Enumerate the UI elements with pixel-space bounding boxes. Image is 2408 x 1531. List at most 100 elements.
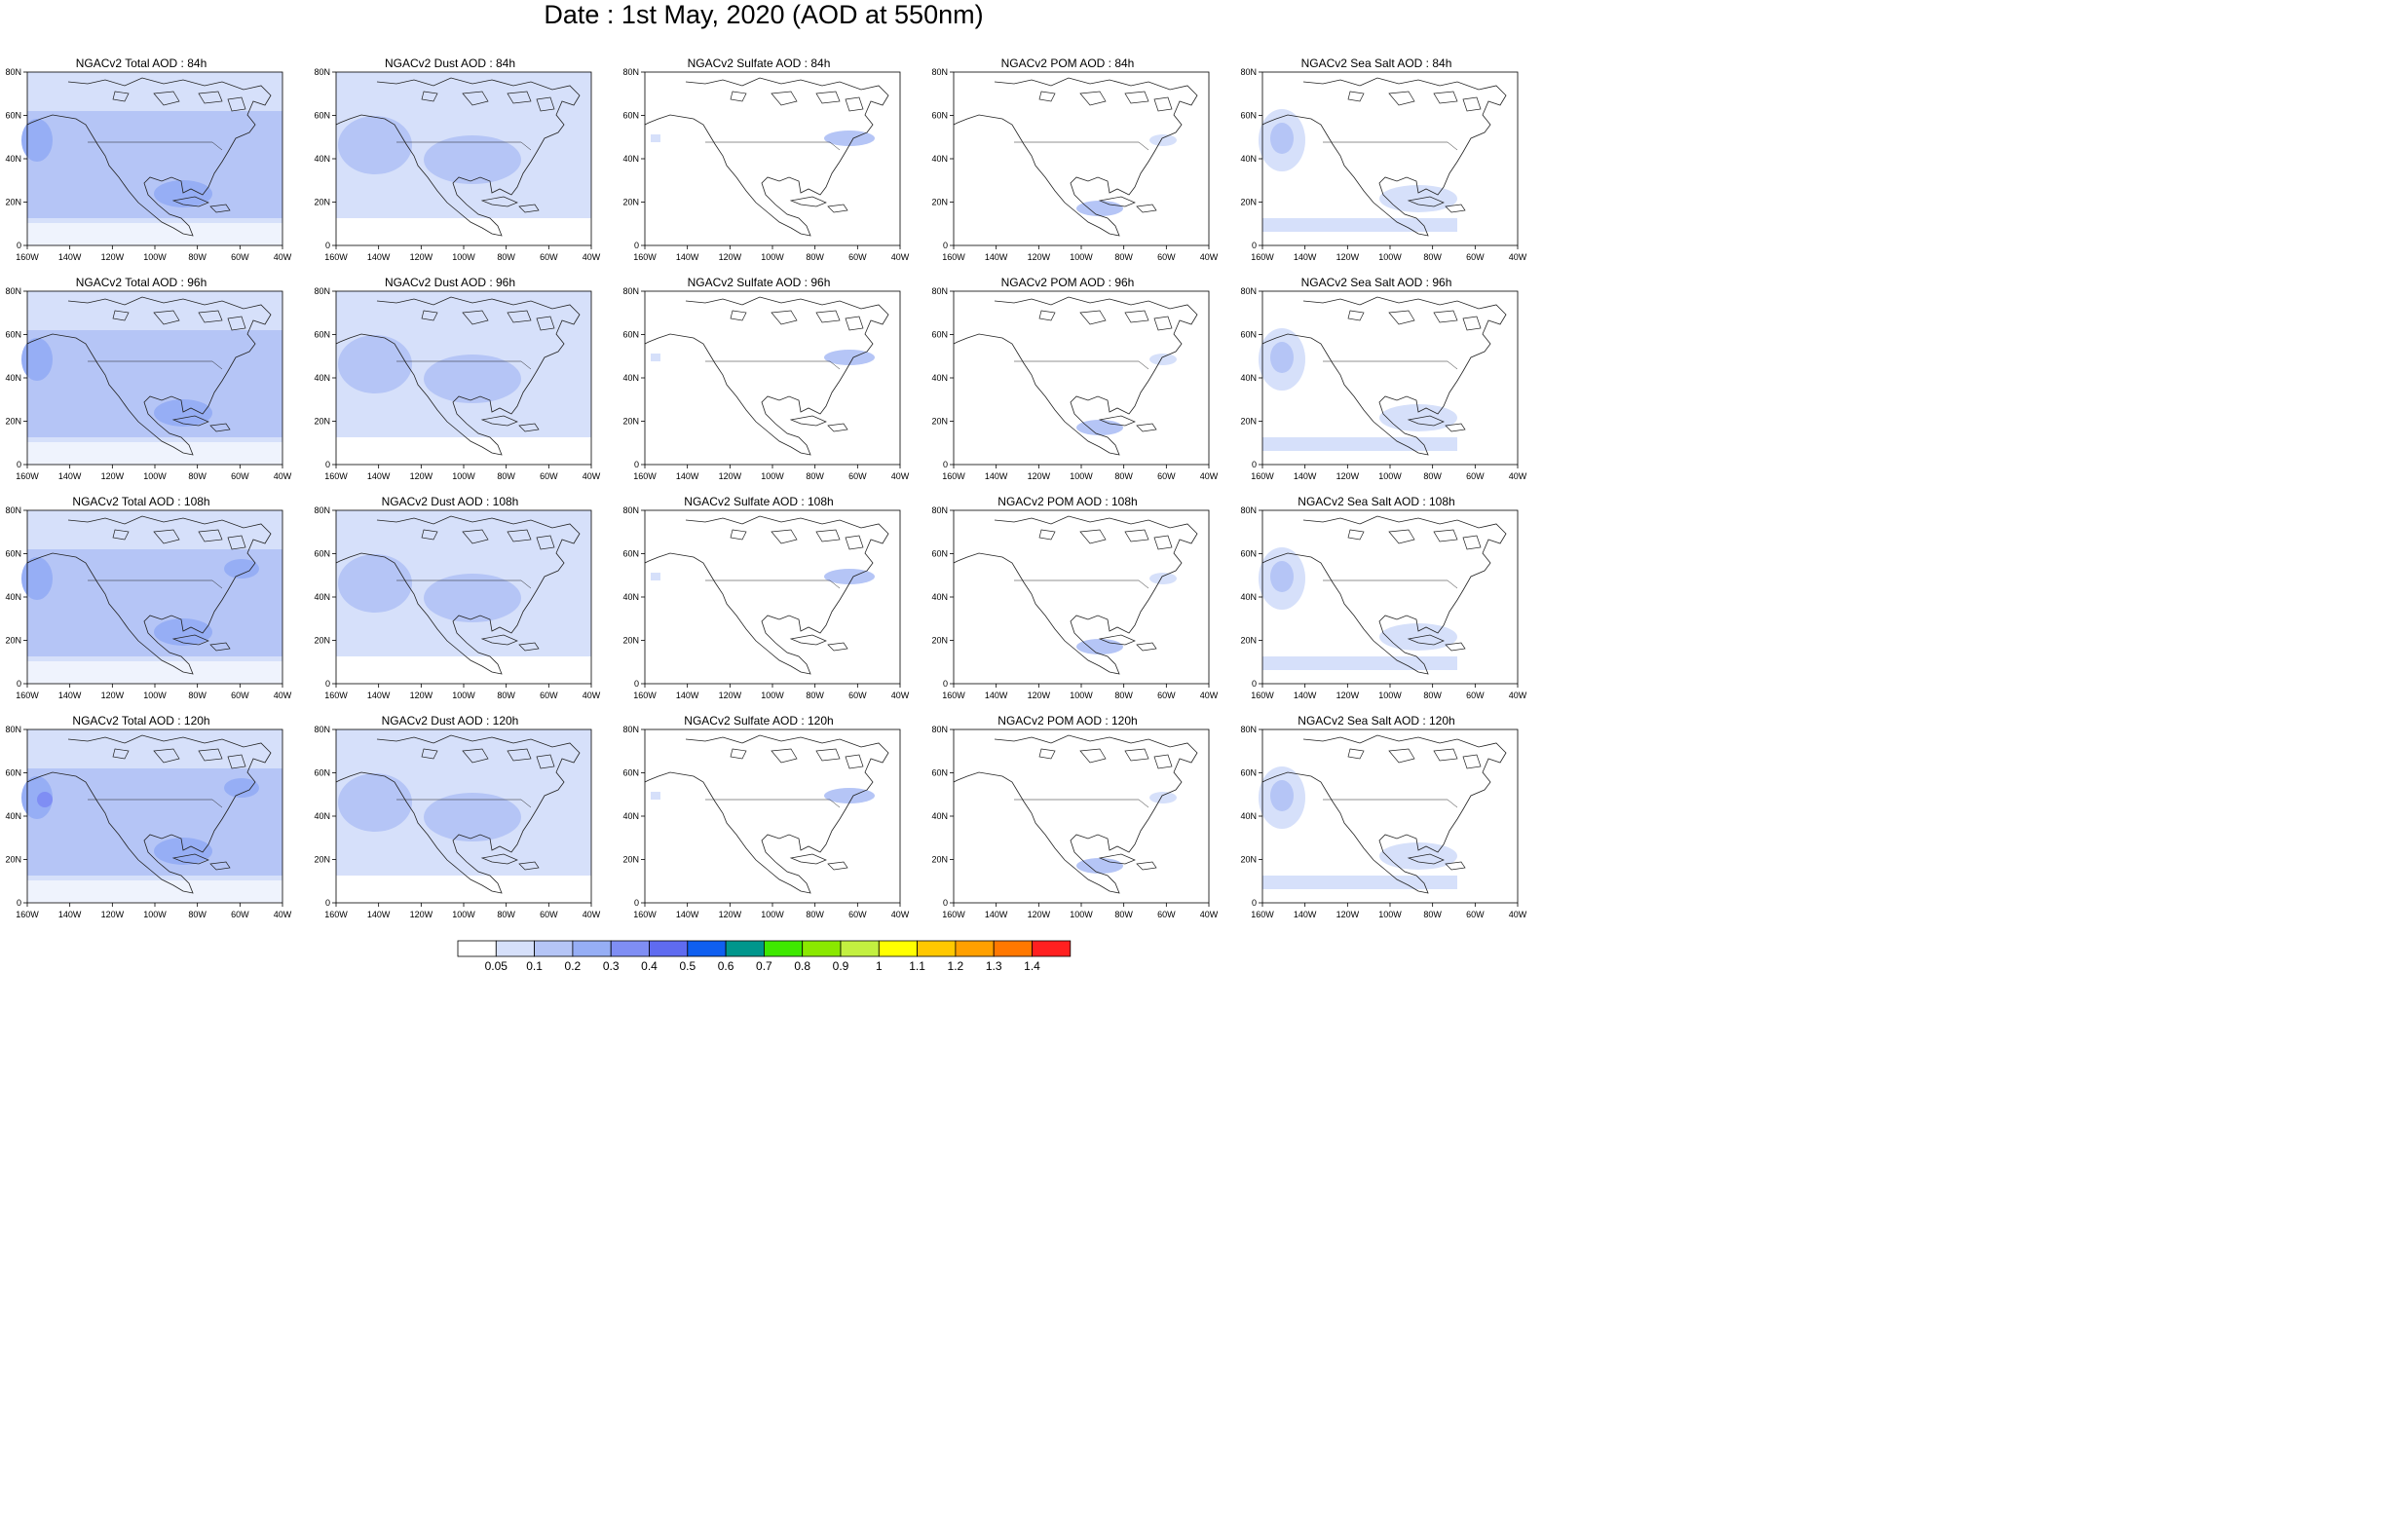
panel-title: NGACv2 Total AOD : 96h xyxy=(75,276,207,289)
lat-tick-label: 80N xyxy=(5,67,21,77)
lon-tick-label: 100W xyxy=(143,471,167,481)
lon-tick-label: 100W xyxy=(452,691,475,700)
lat-tick-label: 20N xyxy=(931,417,948,427)
map-panel-seasalt-4: NGACv2 Sea Salt AOD : 120h 80N 60N 40N 20N 0 1… xyxy=(1235,714,1526,928)
lon-tick-label: 80W xyxy=(1114,691,1133,700)
lon-tick-label: 40W xyxy=(891,471,910,481)
lon-tick-label: 140W xyxy=(985,910,1008,919)
lat-tick-label: 20N xyxy=(622,417,639,427)
lat-tick-label: 0 xyxy=(943,679,948,689)
lat-tick-label: 0 xyxy=(325,898,330,908)
lon-tick-label: 160W xyxy=(16,252,39,262)
lat-tick-label: 80N xyxy=(931,725,948,734)
lon-tick-label: 80W xyxy=(806,910,824,919)
colorbar-swatch xyxy=(955,940,995,957)
map-plot: 80N 60N 40N 20N 0 160W 140W 120W 100W 80W 60W 40W xyxy=(5,67,291,262)
lon-tick-label: 120W xyxy=(719,471,742,481)
lon-tick-label: 60W xyxy=(231,691,249,700)
lat-tick-label: 60N xyxy=(1240,330,1257,340)
lat-tick-label: 80N xyxy=(931,505,948,515)
panel-title: NGACv2 Sulfate AOD : 84h xyxy=(687,56,831,70)
lat-tick-label: 80N xyxy=(1240,67,1257,77)
lon-tick-label: 120W xyxy=(719,252,742,262)
lon-tick-label: 140W xyxy=(58,910,82,919)
lat-tick-label: 0 xyxy=(1252,241,1257,250)
lat-tick-label: 40N xyxy=(1240,811,1257,821)
lat-tick-label: 20N xyxy=(5,855,21,865)
lon-tick-label: 120W xyxy=(719,691,742,700)
colorbar-swatch xyxy=(610,940,650,957)
lon-tick-label: 60W xyxy=(540,691,558,700)
lat-tick-label: 0 xyxy=(325,679,330,689)
lat-tick-label: 60N xyxy=(931,549,948,559)
colorbar-label: 1.4 xyxy=(1024,959,1040,972)
map-panel-pom-1: NGACv2 POM AOD : 84h 80N 60N 40N 20N 0 160W 140… xyxy=(926,56,1218,271)
lon-tick-label: 60W xyxy=(848,252,867,262)
lat-tick-label: 60N xyxy=(622,111,639,121)
lon-tick-label: 60W xyxy=(540,471,558,481)
lon-tick-label: 100W xyxy=(452,910,475,919)
lon-tick-label: 160W xyxy=(1251,910,1274,919)
lon-tick-label: 160W xyxy=(633,691,657,700)
lon-tick-label: 100W xyxy=(1070,691,1093,700)
lon-tick-label: 100W xyxy=(1378,252,1402,262)
colorbar-label: 1.3 xyxy=(986,959,1002,972)
map-plot: 80N 60N 40N 20N 0 160W 140W 120W 100W 80W 60W 40W xyxy=(931,67,1218,262)
lat-tick-label: 80N xyxy=(1240,286,1257,296)
lon-tick-label: 120W xyxy=(1336,910,1360,919)
colorbar-label: 0.8 xyxy=(794,959,810,972)
lon-tick-label: 40W xyxy=(583,691,601,700)
lon-tick-label: 160W xyxy=(324,471,348,481)
lon-tick-label: 140W xyxy=(676,252,699,262)
lon-tick-label: 140W xyxy=(367,252,391,262)
lon-tick-label: 60W xyxy=(1466,691,1485,700)
colorbar-label: 0.9 xyxy=(833,959,849,972)
lat-tick-label: 0 xyxy=(1252,898,1257,908)
lon-tick-label: 60W xyxy=(848,691,867,700)
lon-tick-label: 40W xyxy=(891,691,910,700)
lat-tick-label: 80N xyxy=(931,286,948,296)
lon-tick-label: 140W xyxy=(985,691,1008,700)
map-plot: 80N 60N 40N 20N 0 160W 140W 120W 100W 80W 60W 40W xyxy=(314,67,600,262)
map-plot: 80N 60N 40N 20N 0 160W 140W 120W 100W 80W 60W 40W xyxy=(314,505,601,700)
lat-tick-label: 0 xyxy=(634,898,639,908)
lat-tick-label: 60N xyxy=(1240,549,1257,559)
lon-tick-label: 100W xyxy=(1070,252,1093,262)
lon-tick-label: 140W xyxy=(676,910,699,919)
lat-tick-label: 60N xyxy=(314,111,330,121)
lat-tick-label: 80N xyxy=(1240,505,1257,515)
lon-tick-label: 120W xyxy=(1336,252,1360,262)
lat-tick-label: 40N xyxy=(1240,592,1257,602)
lat-tick-label: 40N xyxy=(5,592,21,602)
colorbar-label: 0.2 xyxy=(565,959,582,972)
lon-tick-label: 40W xyxy=(274,691,292,700)
lon-tick-label: 60W xyxy=(1157,471,1176,481)
lon-tick-label: 80W xyxy=(1423,691,1442,700)
lat-tick-label: 20N xyxy=(622,636,639,646)
lat-tick-label: 80N xyxy=(931,67,948,77)
lat-tick-label: 60N xyxy=(314,330,330,340)
lat-tick-label: 40N xyxy=(931,811,948,821)
colorbar-swatch xyxy=(687,940,727,957)
lat-tick-label: 20N xyxy=(1240,636,1257,646)
lat-tick-label: 60N xyxy=(314,768,330,778)
lon-tick-label: 120W xyxy=(101,691,125,700)
lon-tick-label: 60W xyxy=(231,910,249,919)
map-panel-sulfate-2: NGACv2 Sulfate AOD : 96h 80N 60N 40N 20N 0 160… xyxy=(618,276,909,490)
map-panel-seasalt-1: NGACv2 Sea Salt AOD : 84h 80N 60N 40N 20N 0 16… xyxy=(1235,56,1526,271)
lon-tick-label: 120W xyxy=(101,910,125,919)
map-plot: 80N 60N 40N 20N 0 160W 140W 120W 100W 80W 60W 40W xyxy=(931,505,1218,700)
lon-tick-label: 120W xyxy=(101,471,125,481)
map-panel-sulfate-1: NGACv2 Sulfate AOD : 84h 80N 60N 40N 20N 0 160… xyxy=(618,56,909,271)
panel-title: NGACv2 POM AOD : 108h xyxy=(997,495,1138,508)
lon-tick-label: 140W xyxy=(58,691,82,700)
panel-grid: NGACv2 Total AOD : 84h 80N 60N 40N 20N 0 160W 1… xyxy=(0,0,1527,972)
map-panel-sulfate-4: NGACv2 Sulfate AOD : 120h 80N 60N 40N 20N 0 16… xyxy=(618,714,909,928)
lon-tick-label: 140W xyxy=(676,471,699,481)
lon-tick-label: 160W xyxy=(324,252,348,262)
colorbar-swatch xyxy=(572,940,612,957)
map-panel-pom-4: NGACv2 POM AOD : 120h 80N 60N 40N 20N 0 160W 14… xyxy=(926,714,1218,928)
lon-tick-label: 40W xyxy=(1509,252,1527,262)
lat-tick-label: 0 xyxy=(325,460,330,469)
colorbar-swatch xyxy=(457,940,497,957)
